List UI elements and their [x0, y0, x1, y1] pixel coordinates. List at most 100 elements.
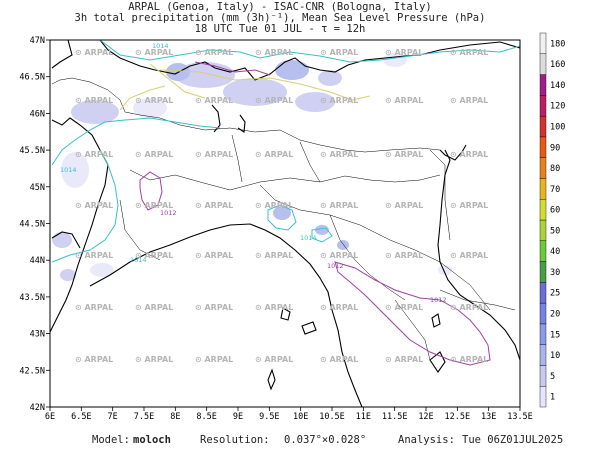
precip-area — [295, 92, 335, 112]
title-line-3: 18 UTC Tue 01 JUL - τ = 12h — [194, 23, 366, 35]
watermark-text: ⊙ ARPAL — [135, 355, 173, 364]
colorbar-swatch — [539, 219, 547, 241]
title-block: ARPAL (Genoa, Italy) - ISAC-CNR (Bologna… — [0, 2, 560, 35]
venice-lagoon — [439, 144, 467, 161]
watermark-text: ⊙ ARPAL — [320, 150, 358, 159]
resolution-label: Resolution: — [200, 434, 270, 446]
colorbar-label: 180 — [550, 39, 565, 49]
watermark-text: ⊙ ARPAL — [385, 96, 423, 105]
lat-tick-label: 42N — [30, 403, 45, 413]
isobar-1012 — [334, 261, 491, 366]
colorbar-label: 70 — [550, 185, 560, 195]
precip-area — [223, 78, 287, 106]
watermark-text: ⊙ ARPAL — [255, 48, 293, 57]
watermark-text: ⊙ ARPAL — [450, 355, 488, 364]
watermark-text: ⊙ ARPAL — [135, 150, 173, 159]
isobar-label: 1014 — [130, 256, 147, 264]
colorbar-swatch — [539, 386, 547, 408]
watermark-text: ⊙ ARPAL — [385, 303, 423, 312]
colorbar-swatch — [539, 282, 547, 304]
watermark-text: ⊙ ARPAL — [75, 251, 113, 260]
border-line — [259, 184, 491, 311]
watermark-text: ⊙ ARPAL — [320, 48, 358, 57]
colorbar-swatch — [539, 323, 547, 345]
lake-como — [237, 114, 246, 133]
analysis-value: Tue 06Z01JUL2025 — [462, 434, 564, 446]
colorbar-swatch — [539, 74, 547, 96]
watermark-text: ⊙ ARPAL — [135, 96, 173, 105]
watermark-text: ⊙ ARPAL — [450, 303, 488, 312]
watermark-text: ⊙ ARPAL — [255, 355, 293, 364]
isobar-1014 — [51, 117, 221, 166]
isobar-label: 1014 — [300, 234, 317, 242]
colorbar-label: 5 — [550, 372, 555, 382]
colorbar-swatch — [539, 199, 547, 221]
isobar-label: 1014 — [152, 42, 169, 50]
colorbar-swatch — [539, 136, 547, 158]
precip-area — [90, 263, 114, 277]
lat-tick-label: 47N — [30, 36, 45, 46]
colorbar-label: 160 — [550, 60, 565, 70]
colorbar-swatch — [539, 157, 547, 179]
colorbar-swatch — [539, 365, 547, 387]
precip-area — [71, 100, 119, 124]
colorbar-label: 1 — [550, 393, 555, 403]
lon-tick-label: 7.5E — [134, 412, 154, 422]
isobar-label: 1012 — [160, 209, 177, 217]
watermark-text: ⊙ ARPAL — [195, 201, 233, 210]
lat-tick-label: 46N — [30, 109, 45, 119]
colorbar-label: 140 — [550, 81, 565, 91]
lon-tick-label: 10E — [293, 412, 308, 422]
lon-tick-label: 9.5E — [259, 412, 279, 422]
watermark-text: ⊙ ARPAL — [385, 48, 423, 57]
colorbar-label: 10 — [550, 351, 560, 361]
border-line — [51, 77, 441, 153]
precip-area — [273, 206, 291, 220]
colorbar-swatch — [539, 240, 547, 262]
border-line — [299, 141, 321, 183]
precip-area — [61, 152, 89, 188]
watermark-text: ⊙ ARPAL — [320, 303, 358, 312]
watermark-text: ⊙ ARPAL — [255, 150, 293, 159]
isobar-1012 — [194, 61, 271, 76]
isobar-label: 1012 — [327, 262, 344, 270]
border-line — [119, 199, 161, 261]
watermark-text: ⊙ ARPAL — [255, 201, 293, 210]
colorbar-label: 60 — [550, 206, 560, 216]
colorbar-label: 90 — [550, 143, 560, 153]
island-corsica-tip — [267, 368, 276, 391]
watermark-text: ⊙ ARPAL — [255, 251, 293, 260]
watermark-text: ⊙ ARPAL — [135, 251, 173, 260]
precip-area — [275, 60, 309, 80]
watermark-text: ⊙ ARPAL — [75, 201, 113, 210]
colorbar-swatch — [539, 178, 547, 200]
coastlines — [50, 40, 520, 407]
colorbar-label: 80 — [550, 164, 560, 174]
watermark-text: ⊙ ARPAL — [75, 96, 113, 105]
colorbar-label: 40 — [550, 247, 560, 257]
watermark-text: ⊙ ARPAL — [320, 355, 358, 364]
map-layers: 1014 1014 1014 1014 1012 1012 1012 ⊙ ARP… — [50, 40, 520, 407]
lon-tick-label: 13E — [481, 412, 496, 422]
colorbar-swatch — [539, 115, 547, 138]
lat-tick-label: 43.5N — [19, 293, 45, 303]
lat-tick-label: 43N — [30, 330, 45, 340]
watermark-text: ⊙ ARPAL — [75, 303, 113, 312]
watermark-text: ⊙ ARPAL — [135, 201, 173, 210]
colorbar-swatch — [539, 344, 547, 366]
watermark-text: ⊙ ARPAL — [135, 303, 173, 312]
precip-area — [52, 232, 72, 248]
watermark-text: ⊙ ARPAL — [75, 150, 113, 159]
precip-area — [438, 265, 452, 275]
isobar-label: 1012 — [430, 296, 447, 304]
watermark-layer: ⊙ ARPAL ⊙ ARPAL ⊙ ARPAL ⊙ ARPAL ⊙ ARPAL ⊙ ARP… — [75, 48, 488, 364]
watermark-text: ⊙ ARPAL — [255, 303, 293, 312]
colorbar-label: 15 — [550, 330, 560, 340]
lon-tick-label: 6E — [45, 412, 55, 422]
isobar-other — [159, 69, 371, 101]
longitude-axis: 6E 6.5E 7E 7.5E 8E 8.5E 9E 9.5E 10E 10.5E 11E 11.5E… — [45, 407, 533, 422]
isobar-label: 1014 — [60, 166, 77, 174]
watermark-text: ⊙ ARPAL — [385, 251, 423, 260]
colorbar-label: 120 — [550, 102, 565, 112]
